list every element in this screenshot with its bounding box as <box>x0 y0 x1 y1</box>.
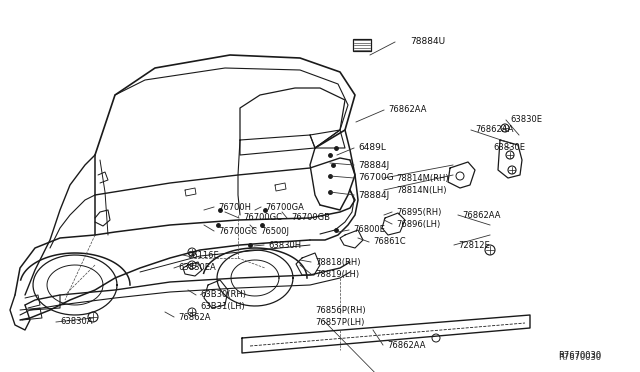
Text: 76862AA: 76862AA <box>462 211 500 219</box>
Text: 76500J: 76500J <box>260 227 289 235</box>
Text: 78884U: 78884U <box>410 38 445 46</box>
Text: 63830A: 63830A <box>60 317 93 327</box>
Text: 76862AA: 76862AA <box>387 340 426 350</box>
Text: 78819(LH): 78819(LH) <box>315 269 359 279</box>
Text: R7670030: R7670030 <box>558 350 601 359</box>
Text: 76700H: 76700H <box>218 202 251 212</box>
Text: 76700GC: 76700GC <box>218 227 257 235</box>
Text: 63B31(LH): 63B31(LH) <box>200 302 244 311</box>
Text: 76857P(LH): 76857P(LH) <box>315 317 364 327</box>
Text: 76862AA: 76862AA <box>475 125 513 135</box>
Text: 76862A: 76862A <box>178 312 211 321</box>
Text: 76856P(RH): 76856P(RH) <box>315 305 365 314</box>
Text: 78884J: 78884J <box>358 190 389 199</box>
Text: 63830E: 63830E <box>510 115 542 125</box>
Text: 72812E: 72812E <box>458 241 490 250</box>
Text: 76700GC: 76700GC <box>243 214 282 222</box>
Text: 78814N(LH): 78814N(LH) <box>396 186 447 195</box>
Text: 76861C: 76861C <box>373 237 406 247</box>
Text: 76896(LH): 76896(LH) <box>396 219 440 228</box>
Bar <box>353 39 371 51</box>
Text: R7670030: R7670030 <box>558 353 601 362</box>
Text: 6489L: 6489L <box>358 144 386 153</box>
Text: 78884J: 78884J <box>358 160 389 170</box>
Text: 76700G: 76700G <box>358 173 394 183</box>
Text: 63830H: 63830H <box>268 241 301 250</box>
Text: 76895(RH): 76895(RH) <box>396 208 442 217</box>
Text: 78818(RH): 78818(RH) <box>315 257 360 266</box>
Text: 63B30(RH): 63B30(RH) <box>200 291 246 299</box>
Text: 63830EA: 63830EA <box>178 263 216 273</box>
Text: 78814M(RH): 78814M(RH) <box>396 173 449 183</box>
Text: 63830E: 63830E <box>493 142 525 151</box>
Text: 76700GA: 76700GA <box>265 202 304 212</box>
Text: 76700GB: 76700GB <box>291 214 330 222</box>
Text: 96116E: 96116E <box>187 250 219 260</box>
Text: 76800E: 76800E <box>353 225 385 234</box>
Text: 76862AA: 76862AA <box>388 106 426 115</box>
